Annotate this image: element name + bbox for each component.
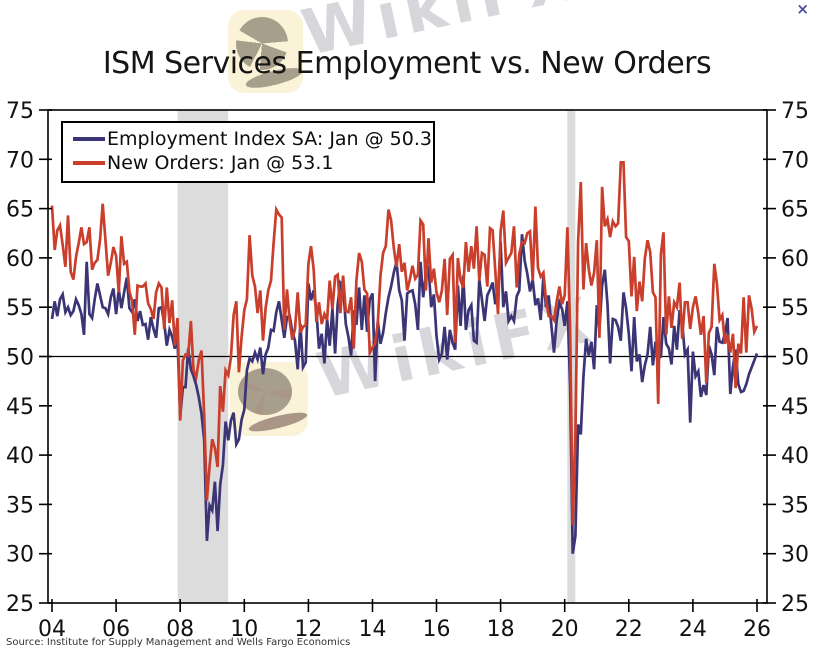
- y-axis-tick-label-right: 35: [781, 493, 809, 518]
- y-axis-tick-label-left: 40: [6, 444, 34, 469]
- y-axis-tick-label-left: 25: [6, 592, 34, 617]
- series-line-new-orders: [50, 160, 759, 526]
- x-axis-tick-label: 24: [679, 617, 707, 642]
- legend-item: Employment Index SA: Jan @ 50.3: [73, 127, 432, 151]
- y-axis-tick-label-left: 70: [6, 148, 34, 173]
- legend-swatch-employment: [73, 137, 105, 141]
- x-axis-tick-label: 12: [294, 617, 322, 642]
- x-axis-tick-label: 18: [487, 617, 515, 642]
- y-axis-tick-label-left: 65: [6, 198, 34, 223]
- x-axis-tick-label: 04: [38, 617, 66, 642]
- legend-item-label: Employment Index SA: Jan @ 50.3: [107, 128, 432, 150]
- y-axis-tick-label-left: 60: [6, 247, 34, 272]
- y-axis-tick-label-right: 25: [781, 592, 809, 617]
- wikifx-logo-icon: [228, 10, 303, 93]
- x-axis-tick-label: 06: [102, 617, 130, 642]
- x-axis-tick-label: 08: [166, 617, 194, 642]
- y-axis-tick-label-left: 55: [6, 296, 34, 321]
- y-axis-tick-label-right: 30: [781, 543, 809, 568]
- y-axis-tick-label-left: 35: [6, 493, 34, 518]
- y-axis-tick-label-left: 45: [6, 395, 34, 420]
- y-axis-tick-label-right: 70: [781, 148, 809, 173]
- y-axis-tick-label-left: 30: [6, 543, 34, 568]
- y-axis-tick-label-left: 75: [6, 99, 34, 124]
- y-axis-tick-label-right: 55: [781, 296, 809, 321]
- page-title: ISM Services Employment vs. New Orders: [102, 46, 712, 81]
- y-axis-tick-label-right: 40: [781, 444, 809, 469]
- x-axis-tick-label: 14: [359, 617, 387, 642]
- wikifx-logo-icon: [230, 362, 308, 436]
- wikifx-emblem-icon: [235, 16, 288, 70]
- x-axis-tick-label: 20: [551, 617, 579, 642]
- series-line-employment-index-sa: [50, 234, 759, 554]
- close-icon[interactable]: ×: [796, 0, 809, 18]
- x-axis-tick-label: 16: [423, 617, 451, 642]
- y-axis-tick-label-right: 45: [781, 395, 809, 420]
- y-axis-tick-label-left: 50: [6, 346, 34, 371]
- legend-swatch-new-orders: [73, 161, 105, 165]
- source-note: Source: Institute for Supply Management …: [6, 637, 351, 648]
- x-axis-tick-label: 22: [615, 617, 643, 642]
- x-axis-tick-label: 26: [743, 617, 771, 642]
- y-axis-tick-label-right: 50: [781, 346, 809, 371]
- y-axis-tick-label-right: 65: [781, 198, 809, 223]
- wikifx-emblem-icon: [237, 367, 293, 416]
- legend-item-label: New Orders: Jan @ 53.1: [107, 152, 334, 174]
- y-axis-tick-label-right: 60: [781, 247, 809, 272]
- legend-item: New Orders: Jan @ 53.1: [73, 151, 423, 175]
- x-axis-tick-label: 10: [230, 617, 258, 642]
- y-axis-tick-label-right: 75: [781, 99, 809, 124]
- legend: Employment Index SA: Jan @ 50.3 New Orde…: [61, 121, 435, 183]
